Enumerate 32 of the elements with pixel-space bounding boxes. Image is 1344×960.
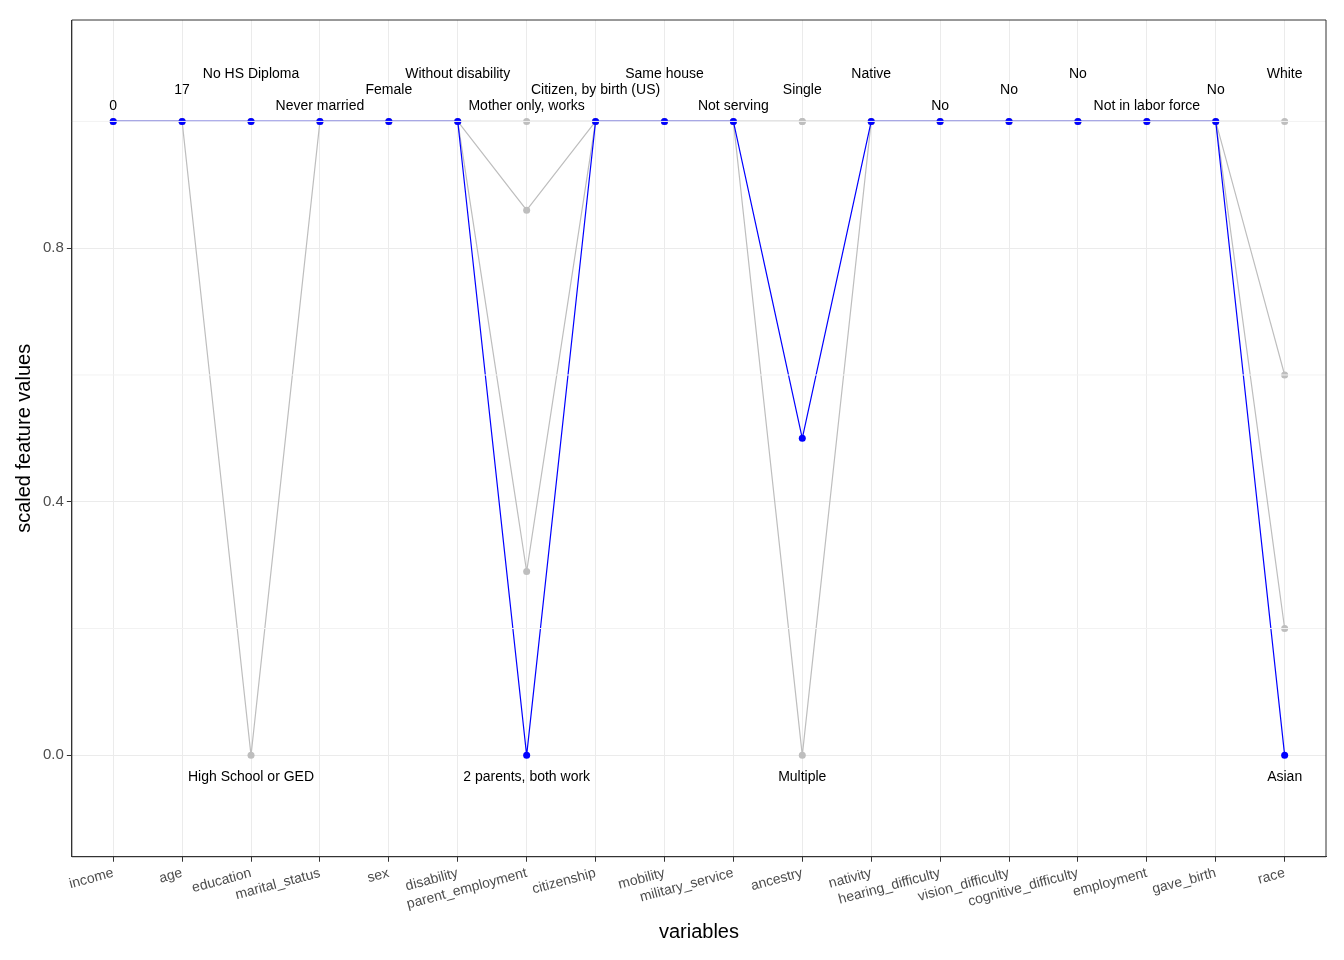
- x-axis-title: variables: [658, 919, 739, 942]
- x-tick-label: race: [1255, 863, 1287, 887]
- x-tick-label: sex: [365, 864, 391, 886]
- annotation: Not in labor force: [1093, 97, 1201, 114]
- annotation: Not serving: [697, 97, 769, 114]
- annotation: Female: [365, 81, 413, 98]
- annotation: Never married: [275, 97, 365, 114]
- x-tick-label: age: [157, 863, 185, 886]
- annotation: 0: [109, 97, 118, 114]
- annotation: White: [1266, 65, 1303, 82]
- annotation: 17: [174, 81, 191, 98]
- annotation: High School or GED: [187, 768, 315, 785]
- annotation: 2 parents, both work: [463, 768, 592, 785]
- annotation: Native: [851, 65, 892, 82]
- annotation: Same house: [625, 65, 704, 82]
- y-tick-label: 0.8: [42, 238, 64, 256]
- annotation: No: [1206, 81, 1225, 98]
- annotation: No: [1068, 65, 1088, 82]
- annotation: No: [931, 97, 950, 114]
- annotation: Asian: [1267, 768, 1303, 785]
- x-tick-label: ancestry: [748, 864, 805, 894]
- annotation: No: [1000, 81, 1019, 98]
- y-axis-title: scaled feature values: [11, 343, 34, 533]
- annotation: Single: [782, 81, 822, 98]
- annotation: Multiple: [778, 768, 827, 785]
- annotation: Mother only, works: [468, 97, 585, 114]
- annotation: Without disability: [405, 65, 511, 82]
- x-tick-label: income: [67, 863, 116, 892]
- annotation: No HS Diploma: [202, 65, 300, 82]
- y-tick-label: 0.4: [42, 491, 64, 509]
- annotation: Citizen, by birth (US): [530, 81, 661, 98]
- y-tick-label: 0.0: [42, 745, 64, 763]
